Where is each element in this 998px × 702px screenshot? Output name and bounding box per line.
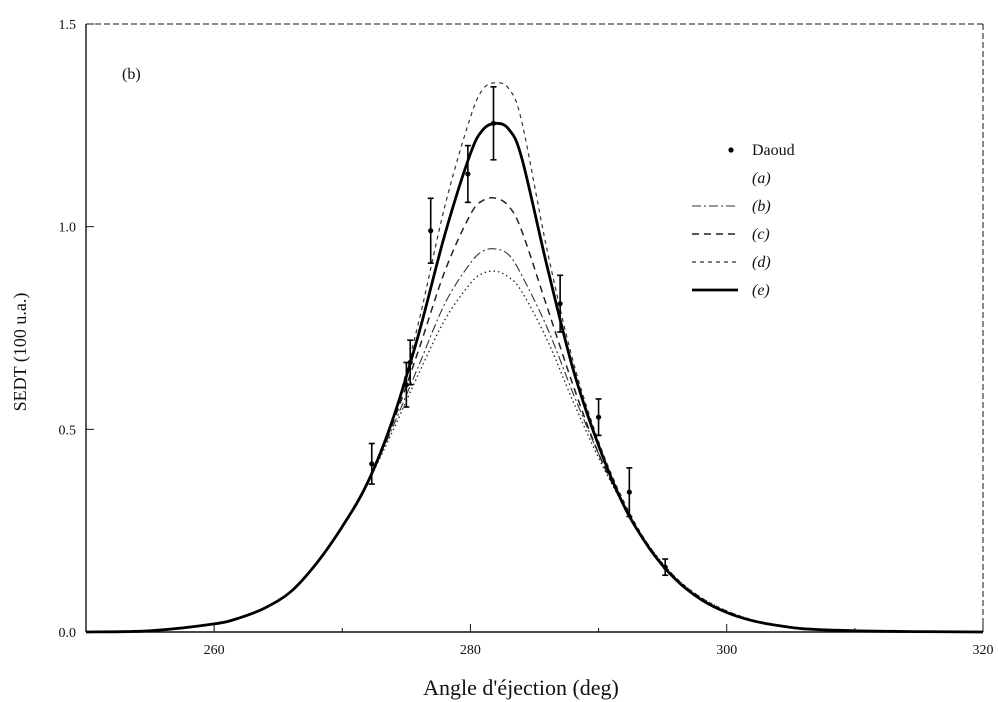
series-line-c [85, 197, 984, 633]
y-tick-label: 0.5 [59, 423, 77, 438]
legend-label-b: (b) [752, 198, 771, 215]
legend-label-a: (a) [752, 170, 771, 187]
legend-label-c: (c) [752, 226, 770, 243]
series-line-d [85, 82, 984, 633]
data-point [662, 564, 668, 570]
y-ticks: 0.0 0.5 1.0 1.5 [59, 18, 94, 641]
legend-label-e: (e) [752, 282, 770, 299]
x-tick-label: 300 [716, 643, 737, 658]
series-line-e [85, 121, 984, 634]
legend: Daoud (a) (b) (c) (d) (e) [692, 142, 795, 299]
curves [85, 82, 984, 634]
series-line-a [85, 270, 984, 633]
x-tick-label: 260 [204, 643, 225, 658]
legend-label-d: (d) [752, 254, 771, 271]
x-tick-label: 280 [460, 643, 481, 658]
data-point [403, 382, 409, 388]
x-tick-label: 320 [973, 643, 994, 658]
data-point [557, 301, 563, 307]
y-tick-label: 1.5 [59, 18, 77, 33]
y-tick-label: 1.0 [59, 221, 77, 236]
y-tick-label: 0.0 [59, 626, 77, 641]
x-axis-title: Angle d'éjection (deg) [423, 675, 619, 700]
data-point [369, 461, 375, 467]
data-point [626, 489, 632, 495]
data-point [595, 414, 602, 420]
data-point [490, 120, 497, 126]
data-point [465, 171, 471, 177]
data-point [428, 228, 434, 234]
legend-label-daoud: Daoud [752, 142, 795, 159]
experimental-points [368, 86, 669, 577]
panel-label: (b) [122, 66, 141, 83]
y-axis-title: SEDT (100 u.a.) [10, 293, 31, 412]
legend-marker-daoud [728, 147, 734, 153]
data-point [407, 359, 413, 366]
x-ticks: 260 280 300 320 [85, 624, 994, 658]
plot-area [85, 23, 984, 633]
series-line-b [85, 248, 984, 633]
